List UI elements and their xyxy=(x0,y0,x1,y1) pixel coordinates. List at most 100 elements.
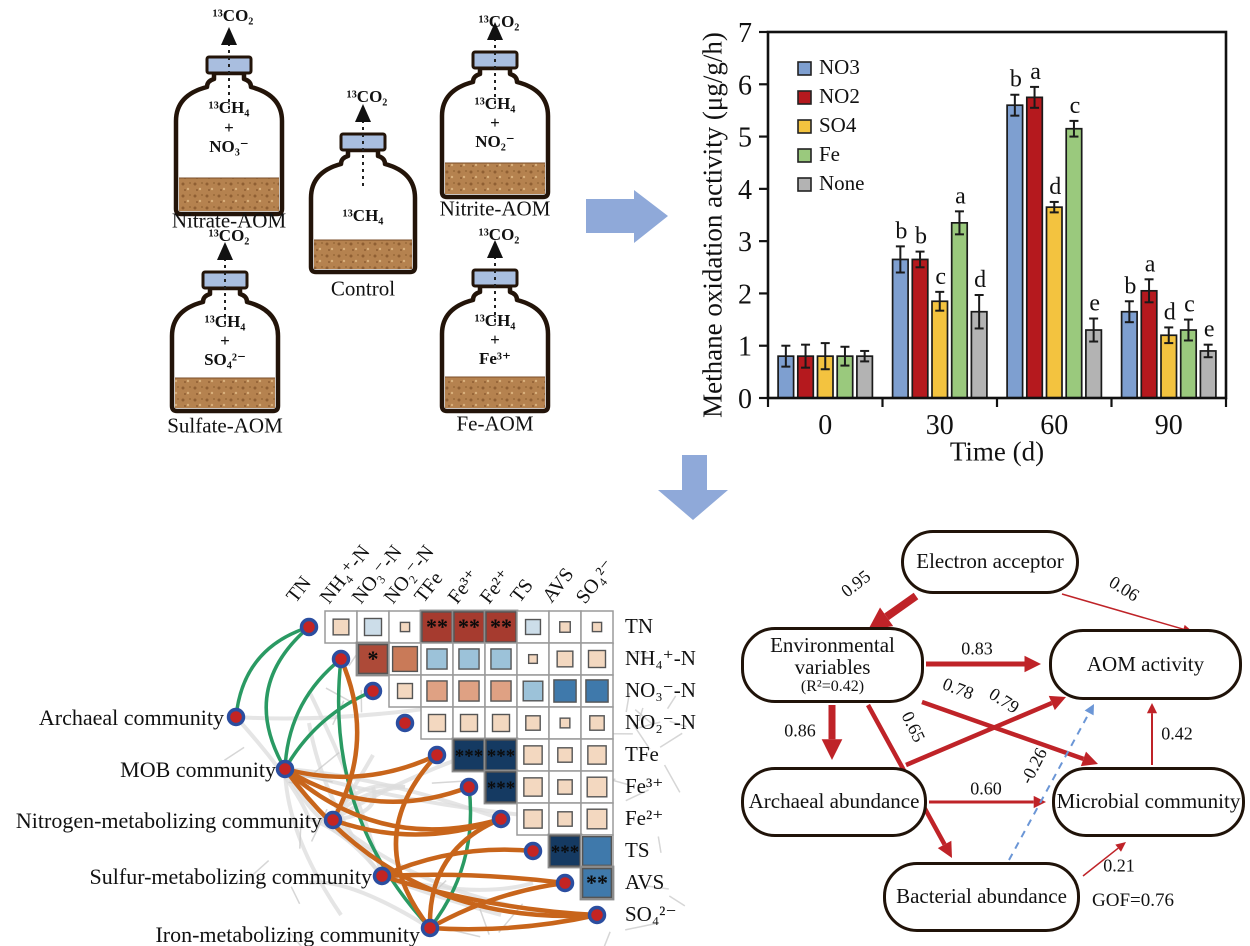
network-node-NO₂⁻-N xyxy=(395,713,415,733)
significance-letter: c xyxy=(1184,292,1195,318)
network-edge-orange xyxy=(393,752,440,931)
background-segment xyxy=(668,895,686,907)
network-node-Fe³⁺ xyxy=(459,777,479,797)
sem-node-line: variables xyxy=(794,654,871,679)
corr-cell-value xyxy=(458,680,480,702)
matrix-row-label: Fe³⁺ xyxy=(625,774,664,798)
network-panel xyxy=(224,625,687,946)
corr-cell-value xyxy=(585,679,609,703)
legend-label-NO3: NO3 xyxy=(819,55,860,79)
corr-cell-value xyxy=(485,739,517,771)
sem-path-electron-to-aom xyxy=(1061,593,1184,630)
x-tick-label: 90 xyxy=(1155,410,1183,441)
network-edge-orange xyxy=(330,816,504,837)
network-node-NO₃⁻-N xyxy=(363,681,383,701)
corr-cell-value xyxy=(557,747,573,763)
legend-label-None: None xyxy=(819,171,865,195)
network-node-NH₄⁺-N xyxy=(331,649,351,669)
sem-node-line: AOM activity xyxy=(1086,651,1205,676)
gas-label-13co2: ¹³CO₂ xyxy=(346,87,388,106)
sediment xyxy=(314,240,412,269)
gas-label-13co2: ¹³CO₂ xyxy=(212,6,254,25)
sem-node-line: Microbial community xyxy=(1056,789,1241,814)
background-segment xyxy=(453,929,481,938)
bar-SO4-day90 xyxy=(1160,334,1178,399)
corr-cell-value xyxy=(559,717,571,729)
bar-SO4-day60 xyxy=(1045,206,1063,399)
bar-NO3-day30 xyxy=(891,258,909,399)
background-segment xyxy=(431,780,463,784)
legend-label-SO4: SO4 xyxy=(819,113,857,137)
significance-letter: c xyxy=(935,264,946,290)
significance-stars: ** xyxy=(458,614,480,639)
plot-border xyxy=(766,30,1228,400)
network-nodes xyxy=(226,617,607,938)
bar-NO2-day90 xyxy=(1140,289,1158,399)
bar-NO3-day60 xyxy=(1006,104,1024,399)
bottle-content-line: ¹³CH₄ xyxy=(204,312,246,331)
significance-letter: b xyxy=(1124,273,1136,299)
background-segment xyxy=(625,692,631,713)
network-edge-green xyxy=(428,785,473,930)
corr-cell-value xyxy=(553,679,577,703)
bottle-content-line: ¹³CH₄ xyxy=(474,94,516,113)
corr-cell-value xyxy=(556,650,574,668)
matrix-row-label: NH₄⁺-N xyxy=(625,646,696,670)
bottle-content-line: ¹³CH₄ xyxy=(342,206,384,225)
bottle-content-line: + xyxy=(490,113,500,132)
network-node-community xyxy=(275,759,295,779)
bottle-label-nitrite: Nitrite-AOM xyxy=(439,196,551,221)
background-segment xyxy=(224,746,245,761)
sem-path-coefficient: 0.83 xyxy=(961,638,993,659)
bottle-label-nitrate: Nitrate-AOM xyxy=(171,208,287,233)
network-edge-orange xyxy=(282,766,472,805)
matrix-row-label: TN xyxy=(625,614,653,638)
y-tick-label: 3 xyxy=(738,227,752,258)
corr-cell-value xyxy=(587,649,607,669)
sem-node-line: Archaeal abundance xyxy=(748,789,920,814)
legend-marker-None xyxy=(797,177,812,192)
bottle-nitrate-aom xyxy=(173,27,285,217)
matrix-row-label: TFe xyxy=(625,742,659,766)
gas-arrow-icon xyxy=(221,27,237,45)
corr-cell-TN-NO₃⁻-N xyxy=(356,610,390,644)
y-tick-label: 5 xyxy=(738,123,752,154)
background-segment xyxy=(666,695,677,710)
bottles-panel xyxy=(169,22,551,414)
bar-NO2-day30 xyxy=(911,258,929,399)
corr-cell-value xyxy=(523,777,543,797)
significance-letter: e xyxy=(1089,291,1100,317)
bottle-content-line: + xyxy=(490,330,500,349)
network-edge-green xyxy=(283,689,375,771)
label-iron-community: Iron-metabolizing community xyxy=(155,922,420,946)
network-node-community xyxy=(226,707,246,727)
corr-cell-value xyxy=(426,648,448,670)
background-segment xyxy=(632,723,651,750)
flow-arrow-right-icon xyxy=(586,190,668,243)
y-tick-label: 1 xyxy=(738,332,752,363)
corr-cell-value xyxy=(459,713,479,733)
sem-path-coefficient: 0.86 xyxy=(784,720,816,741)
bottle-nitrite-aom xyxy=(439,22,551,200)
background-segment xyxy=(313,752,340,774)
y-tick-label: 0 xyxy=(738,384,752,415)
bottle-sulfate-aom xyxy=(169,242,281,414)
network-edge-orange xyxy=(427,880,568,931)
corr-cell-value xyxy=(524,618,542,636)
corr-cell-value xyxy=(549,835,581,867)
sem-node-line: Environmental xyxy=(770,632,895,657)
bottle-content-line: + xyxy=(220,331,230,350)
sem-arrowhead-icon xyxy=(1080,751,1098,767)
significance-stars: *** xyxy=(487,778,516,799)
significance-letter: c xyxy=(1070,93,1081,119)
bottle-label-sulfate: Sulfate-AOM xyxy=(167,413,283,438)
significance-stars: *** xyxy=(455,746,484,767)
corr-cell-value xyxy=(453,739,485,771)
network-node-community xyxy=(372,866,392,886)
label-archaeal-community: Archaeal community xyxy=(38,705,224,730)
corr-cell-value xyxy=(525,715,541,731)
sem-node-microbial-community: Microbial community xyxy=(1052,767,1245,837)
correlation-matrix: ** ** ****** *********** xyxy=(324,609,615,901)
